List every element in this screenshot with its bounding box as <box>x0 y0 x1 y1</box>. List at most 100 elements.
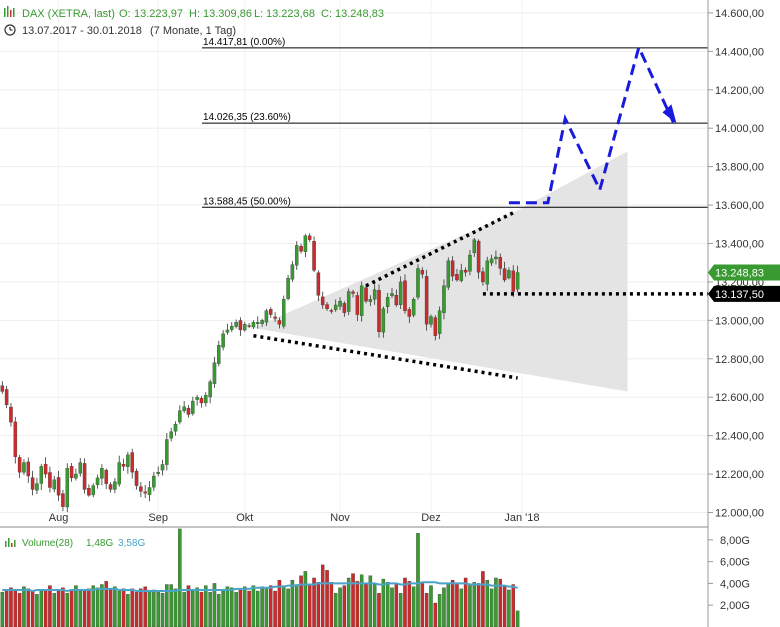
candle-body <box>156 471 160 474</box>
volume-bar <box>243 586 247 627</box>
volume-bar <box>74 585 78 627</box>
volume-bar <box>247 590 251 627</box>
candle-body <box>489 258 494 264</box>
volume-bar <box>286 588 290 627</box>
volume-bar <box>130 588 134 627</box>
volume-bar <box>91 585 95 627</box>
candle-body <box>281 299 286 327</box>
volume-bar <box>30 590 35 627</box>
volume-tick-label: 2,00G <box>720 600 750 612</box>
price-tick-label: 13.400,00 <box>715 238 764 250</box>
volume-bar <box>212 583 217 627</box>
candle-body <box>273 316 277 319</box>
candle-body <box>442 285 446 313</box>
volume-bar <box>325 570 329 627</box>
volume-bar <box>424 593 429 627</box>
candle-body <box>104 469 108 484</box>
candle-body <box>450 260 455 277</box>
candle-body <box>9 406 13 423</box>
candle-body <box>433 317 438 336</box>
price-tick-label: 13.000,00 <box>715 315 764 327</box>
volume-bar <box>121 588 126 627</box>
trendlines <box>253 211 708 380</box>
volume-bar <box>26 588 31 627</box>
candle-body <box>459 270 464 281</box>
volume-bar <box>320 564 325 627</box>
price-tick-label: 14.400,00 <box>715 46 764 58</box>
volume-bar <box>489 588 494 627</box>
volume-moving-average <box>2 581 518 593</box>
candle-body <box>511 270 515 292</box>
candle-body <box>61 493 65 507</box>
candle-body <box>269 309 273 315</box>
volume-bars <box>0 528 520 627</box>
clock-icon <box>4 24 16 36</box>
candle-body <box>359 285 364 316</box>
candle-body <box>165 439 169 465</box>
candle-body <box>108 484 113 490</box>
volume-bar <box>186 585 191 627</box>
candle-body <box>260 320 264 325</box>
volume-bar <box>48 585 52 627</box>
volume-bar <box>346 577 351 627</box>
candle-body <box>78 462 82 474</box>
candle-body <box>342 303 347 313</box>
volume-bar <box>485 579 490 627</box>
candle-body <box>407 309 412 317</box>
ohlc-close-value: 13.248,83 <box>335 8 384 20</box>
volume-label: Volume(28) <box>22 538 73 549</box>
volume-bar <box>463 577 468 627</box>
candle-body <box>225 329 230 333</box>
volume-bar <box>139 588 143 627</box>
candle-body <box>130 452 134 473</box>
volume-bar <box>342 585 347 627</box>
candle-body <box>251 322 256 328</box>
volume-bar <box>312 577 316 627</box>
price-tick-label: 12.600,00 <box>715 392 764 404</box>
price-tick-label: 12.800,00 <box>715 354 764 366</box>
volume-bar <box>411 586 416 627</box>
candle-body <box>217 345 221 364</box>
volume-bar <box>156 591 160 627</box>
candle-body <box>472 239 477 254</box>
volume-bar <box>238 589 243 627</box>
candle-body <box>372 289 377 300</box>
candle-body <box>17 457 22 473</box>
fib-label: 14.026,35 (23.60%) <box>203 112 291 123</box>
candle-body <box>230 325 234 330</box>
candle-body <box>208 381 212 398</box>
candle-body <box>416 268 420 298</box>
volume-bar <box>455 583 459 627</box>
candle-body <box>338 300 342 307</box>
candle-body <box>403 280 407 311</box>
candle-body <box>502 268 507 281</box>
candle-body <box>455 274 459 281</box>
volume-bar <box>191 590 195 627</box>
volume-bar <box>87 588 91 627</box>
price-tick-label: 12.400,00 <box>715 431 764 443</box>
candle-body <box>30 477 35 490</box>
candle-body <box>143 491 147 494</box>
date-tick-label: Dez <box>421 512 441 524</box>
volume-bar <box>260 586 264 627</box>
candle-body <box>126 454 130 467</box>
volume-bar <box>269 585 273 627</box>
candle-body <box>329 310 334 312</box>
volume-bar <box>407 581 412 627</box>
fib-label: 13.588,45 (50.00%) <box>203 196 291 207</box>
candle-body <box>221 333 225 348</box>
date-tick-label: Jan '18 <box>504 512 539 524</box>
volume-bar <box>303 571 308 627</box>
candle-body <box>95 477 100 485</box>
volume-bar <box>459 588 464 627</box>
candle-body <box>35 483 39 491</box>
volume-tick-label: 8,00G <box>720 535 750 547</box>
candle-body <box>411 299 416 316</box>
candle-body <box>4 389 9 406</box>
last-price-tag <box>708 264 780 281</box>
volume-bar <box>65 593 70 627</box>
volume-bar <box>507 589 511 627</box>
ohlc-high-label: H: <box>189 8 200 20</box>
volume-bar <box>377 593 381 627</box>
candle-body <box>290 264 295 280</box>
